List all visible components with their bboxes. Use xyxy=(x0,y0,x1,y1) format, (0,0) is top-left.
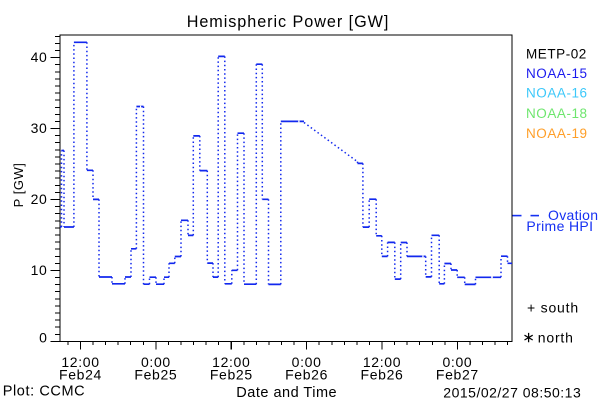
svg-text:0: 0 xyxy=(39,329,47,345)
svg-text:NOAA-15: NOAA-15 xyxy=(526,66,588,81)
svg-text:12:00: 12:00 xyxy=(212,354,250,370)
svg-text:0:00: 0:00 xyxy=(442,354,472,370)
svg-text:12:00: 12:00 xyxy=(363,354,401,370)
svg-text:12:00: 12:00 xyxy=(61,354,99,370)
svg-text:Feb24: Feb24 xyxy=(59,367,102,383)
svg-text:P [GW]: P [GW] xyxy=(11,163,26,208)
svg-text:Plot: CCMC: Plot: CCMC xyxy=(3,384,86,400)
svg-text:2015/02/27 08:50:13: 2015/02/27 08:50:13 xyxy=(443,385,581,400)
svg-text:Feb27: Feb27 xyxy=(436,367,479,383)
svg-text:Date and Time: Date and Time xyxy=(236,385,337,400)
svg-text:0:00: 0:00 xyxy=(141,354,171,370)
svg-text:Feb26: Feb26 xyxy=(361,367,404,383)
svg-text:METP-02: METP-02 xyxy=(526,47,587,62)
svg-text:NOAA-16: NOAA-16 xyxy=(526,86,588,101)
svg-text:NOAA-19: NOAA-19 xyxy=(526,126,588,141)
svg-text:Ovation: Ovation xyxy=(548,207,598,223)
svg-text:Feb26: Feb26 xyxy=(285,367,328,383)
svg-text:0:00: 0:00 xyxy=(292,354,322,370)
svg-text:30: 30 xyxy=(31,120,48,136)
svg-text:north: north xyxy=(538,330,574,346)
svg-text:+ south: + south xyxy=(527,300,579,316)
svg-text:Feb25: Feb25 xyxy=(134,367,177,383)
svg-text:40: 40 xyxy=(31,49,48,65)
svg-text:Hemispheric Power [GW]: Hemispheric Power [GW] xyxy=(187,13,390,31)
svg-text:NOAA-18: NOAA-18 xyxy=(526,106,588,121)
svg-text:Feb25: Feb25 xyxy=(210,367,253,383)
svg-text:Prime HPI: Prime HPI xyxy=(526,218,593,234)
svg-text:10: 10 xyxy=(31,262,48,278)
svg-text:20: 20 xyxy=(31,191,48,207)
